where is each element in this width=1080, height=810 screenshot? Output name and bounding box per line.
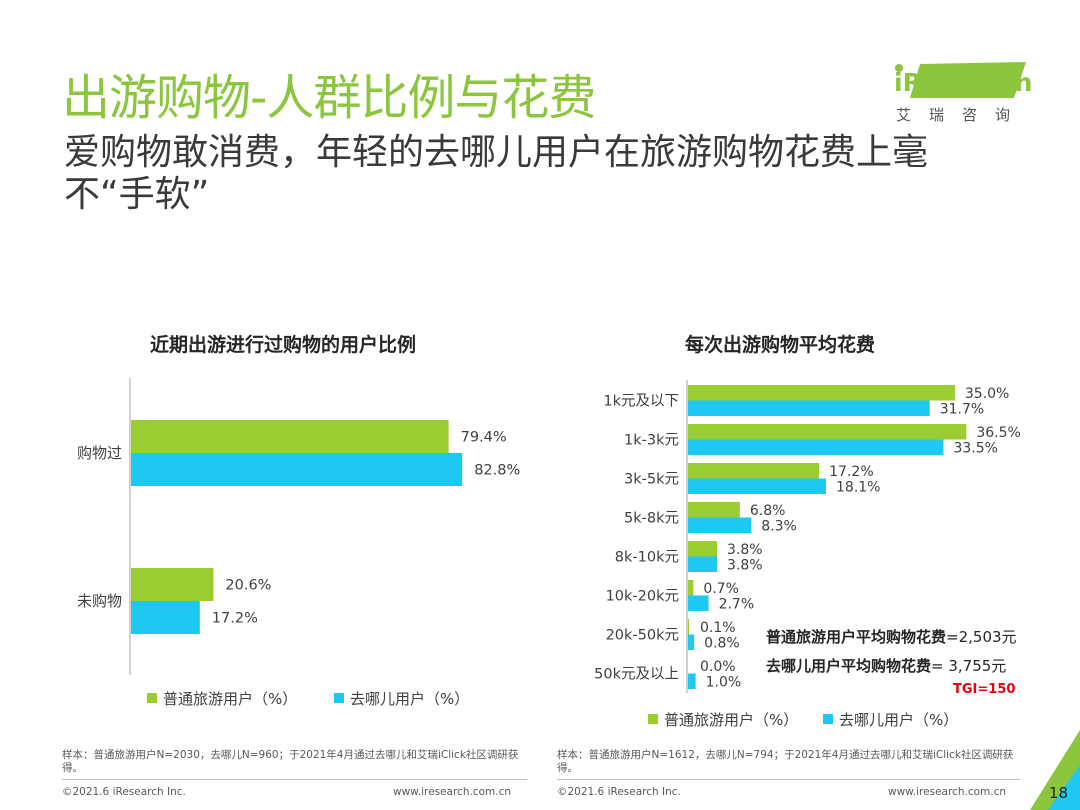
bar-qunar [688,673,696,689]
data-label: 2.7% [719,596,755,612]
legend-swatch-green [648,713,658,724]
bar-qunar [688,595,709,611]
bar-qunar [688,439,944,455]
avg-qunar-label: 去哪儿用户平均购物花费 [766,657,932,675]
left-legend: 普通旅游用户（%） 去哪儿用户（%） [147,688,469,709]
right-footer-rule [557,779,1020,780]
legend-item-qunar: 去哪儿用户（%） [823,711,958,729]
data-label: 3.8% [727,557,763,573]
legend-item-normal: 普通旅游用户（%） [147,690,297,708]
page-subtitle: 爱购物敢消费，年轻的去哪儿用户在旅游购物花费上毫不“手软” [64,132,929,215]
tgi-badge: TGI=150 [953,682,1016,697]
avg-qunar: 去哪儿用户平均购物花费= 3,755元 [766,655,1006,676]
bar-qunar [688,556,717,572]
bar-normal [688,619,689,635]
left-bar-chart: 购物过 79.4% 82.8% 未购物 20.6% 17.2% [77,378,520,675]
bar-qunar [688,478,827,494]
data-label: 0.1% [700,620,736,636]
avg-normal-value: =2,503元 [946,628,1017,646]
bar-normal [688,463,820,479]
left-footer-rule [62,779,527,780]
left-sample-note: 样本：普通旅游用户N=2030，去哪儿N=960；于2021年4月通过去哪儿和艾… [62,749,519,774]
data-label: 79.4% [461,430,507,446]
legend-label-qunar: 去哪儿用户（%） [350,690,470,708]
bar-normal [131,420,449,453]
left-copyright: ©2021.6 iResearch Inc. [62,786,186,798]
avg-normal: 普通旅游用户平均购物花费=2,503元 [766,626,1017,647]
category-label: 50k元及以上 [594,666,679,683]
data-label: 20.6% [225,578,271,594]
data-label: 17.2% [829,464,873,480]
category-label: 5k-8k元 [624,511,679,527]
bar-normal [131,568,214,601]
legend-label-normal: 普通旅游用户（%） [163,690,298,708]
logo-brand-mark: iResearch [894,62,1032,98]
legend-label-normal: 普通旅游用户（%） [664,711,799,729]
avg-qunar-value: = 3,755元 [931,657,1007,675]
category-label: 1k元及以下 [603,394,679,410]
legend-label-qunar: 去哪儿用户（%） [839,711,959,729]
data-label: 36.5% [976,425,1020,441]
right-bar-chart: 1k元及以下 35.0%31.7% 1k-3k元 36.5%33.5% 3k-5k元 17… [594,380,1021,693]
page-title: 出游购物-人群比例与花费 [62,70,596,126]
bar-normal [688,541,717,557]
data-label: 0.0% [700,659,736,675]
avg-normal-label: 普通旅游用户平均购物花费 [766,628,947,646]
data-label: 6.8% [750,503,786,519]
category-label: 1k-3k元 [624,433,679,449]
corner-decoration [1030,730,1080,810]
category-label: 20k-50k元 [606,628,679,644]
bar-normal [688,385,955,401]
bar-normal [688,424,967,440]
iresearch-logo: iResearch 艾瑞咨询 [890,60,1040,124]
bar-normal [688,502,740,518]
page-number: 18 [1048,784,1068,802]
data-label: 31.7% [940,401,984,417]
bar-qunar [131,453,463,486]
category-label: 8k-10k元 [615,550,679,566]
category-label: 3k-5k元 [624,472,679,488]
right-copyright: ©2021.6 iResearch Inc. [557,786,681,798]
data-label: 3.8% [727,542,763,558]
right-website-link[interactable]: www.iresearch.com.cn [888,786,1007,798]
data-label: 1.0% [706,674,742,690]
bar-qunar [688,634,695,650]
legend-swatch-green [147,692,157,703]
data-label: 17.2% [212,611,258,627]
data-label: 0.8% [704,635,740,651]
data-label: 18.1% [836,479,880,495]
category-label: 未购物 [77,592,122,610]
logo-brand-text: iResearch [894,68,1032,97]
data-label: 35.0% [965,386,1009,402]
corner-triangle-cyan [1048,765,1080,810]
legend-swatch-cyan [334,692,345,703]
category-label: 购物过 [77,444,122,462]
logo-sub-text: 艾瑞咨询 [896,106,1029,124]
left-chart-title: 近期出游进行过购物的用户比例 [150,334,417,356]
legend-swatch-cyan [823,713,834,724]
data-label: 0.7% [703,581,739,597]
legend-item-qunar: 去哪儿用户（%） [334,690,469,708]
category-label: 10k-20k元 [606,589,679,605]
right-chart-title: 每次出游购物平均花费 [685,334,876,356]
right-sample-note: 样本：普通旅游用户N=1612，去哪儿N=794；于2021年4月通过去哪儿和艾… [557,749,1014,774]
data-label: 8.3% [761,518,797,534]
bar-qunar [688,400,930,416]
bar-qunar [131,601,200,634]
data-label: 33.5% [953,440,997,456]
bar-qunar [688,517,752,533]
legend-item-normal: 普通旅游用户（%） [648,711,798,729]
bar-normal [688,580,694,596]
data-label: 82.8% [474,463,520,479]
left-website-link[interactable]: www.iresearch.com.cn [393,786,512,798]
right-legend: 普通旅游用户（%） 去哪儿用户（%） [648,709,958,730]
